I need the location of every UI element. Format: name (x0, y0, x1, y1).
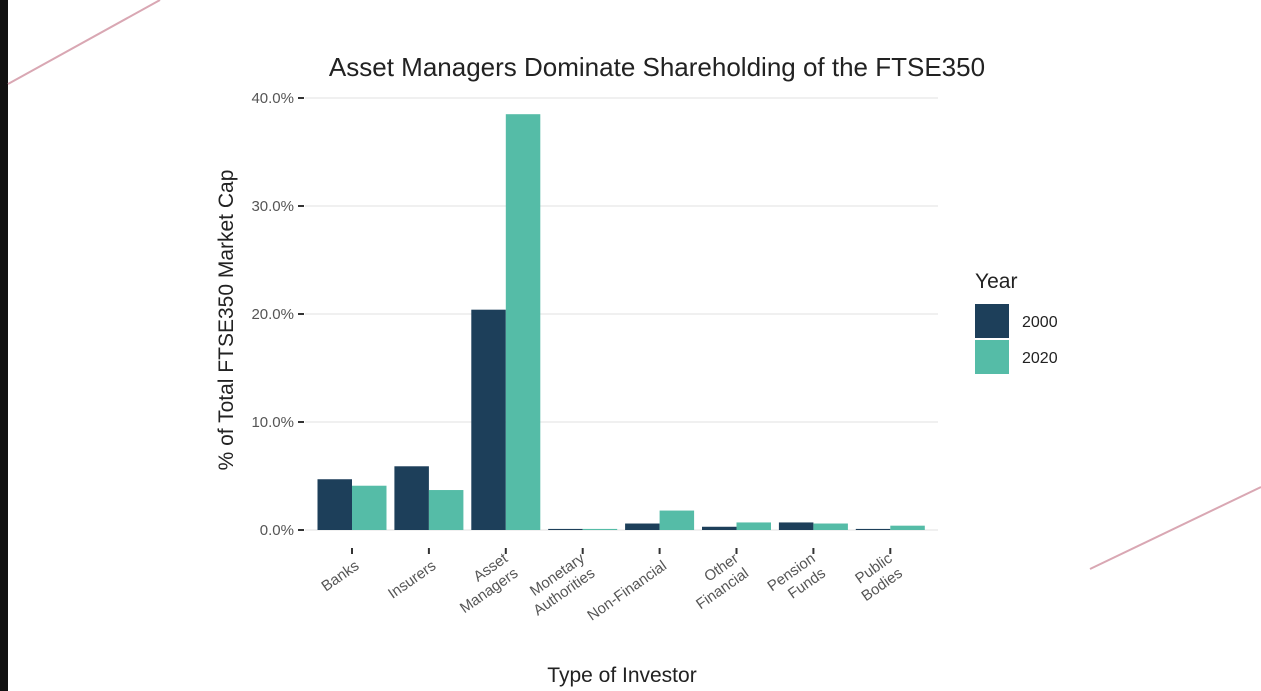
legend-swatch-2020 (975, 340, 1009, 374)
bar-2020 (428, 490, 464, 530)
bar-2020 (736, 522, 771, 530)
bar-2000 (778, 522, 814, 530)
bars (317, 114, 925, 530)
gridlines (305, 97, 938, 531)
y-tick-label: 40.0% (251, 90, 294, 107)
bar-2020 (352, 485, 387, 530)
chart-title: Asset Managers Dominate Shareholding of … (329, 52, 985, 82)
x-tick-label: Banks (318, 557, 362, 595)
x-tick-label: Non-Financial (584, 557, 670, 624)
y-tick-label: 0.0% (260, 522, 294, 539)
bar-2000 (855, 528, 891, 530)
y-axis: 0.0% 10.0% 20.0% 30.0% 40.0% (251, 90, 304, 539)
window-edge (0, 0, 8, 691)
decorative-line-bottom (1089, 486, 1261, 570)
bar-2020 (505, 114, 541, 530)
bar-2000 (471, 309, 506, 530)
bar-2020 (659, 510, 695, 530)
decorative-line-top (7, 0, 161, 85)
y-axis-title: % of Total FTSE350 Market Cap (215, 170, 238, 471)
bar-2000 (625, 523, 660, 530)
bar-2000 (317, 479, 352, 530)
bar-2000 (548, 528, 583, 530)
y-tick-label: 30.0% (251, 198, 294, 215)
legend-label-2020: 2020 (1022, 350, 1058, 367)
category-label: Non-Financial (584, 557, 670, 624)
legend: Year 2000 2020 (975, 270, 1058, 374)
bar-2020 (890, 525, 925, 530)
category-label: Insurers (385, 557, 439, 602)
bar-2020 (582, 528, 618, 530)
x-axis-title: Type of Investor (547, 664, 696, 687)
bar-2000 (702, 526, 737, 530)
y-tick-label: 10.0% (251, 414, 294, 431)
bar-2000 (394, 466, 429, 530)
y-tick-label: 20.0% (251, 306, 294, 323)
bar-2020 (813, 523, 848, 530)
category-label: Banks (318, 557, 362, 595)
legend-title: Year (975, 270, 1017, 293)
legend-swatch-2000 (975, 304, 1009, 338)
x-tick-label: Insurers (385, 557, 439, 602)
legend-label-2000: 2000 (1022, 314, 1058, 331)
